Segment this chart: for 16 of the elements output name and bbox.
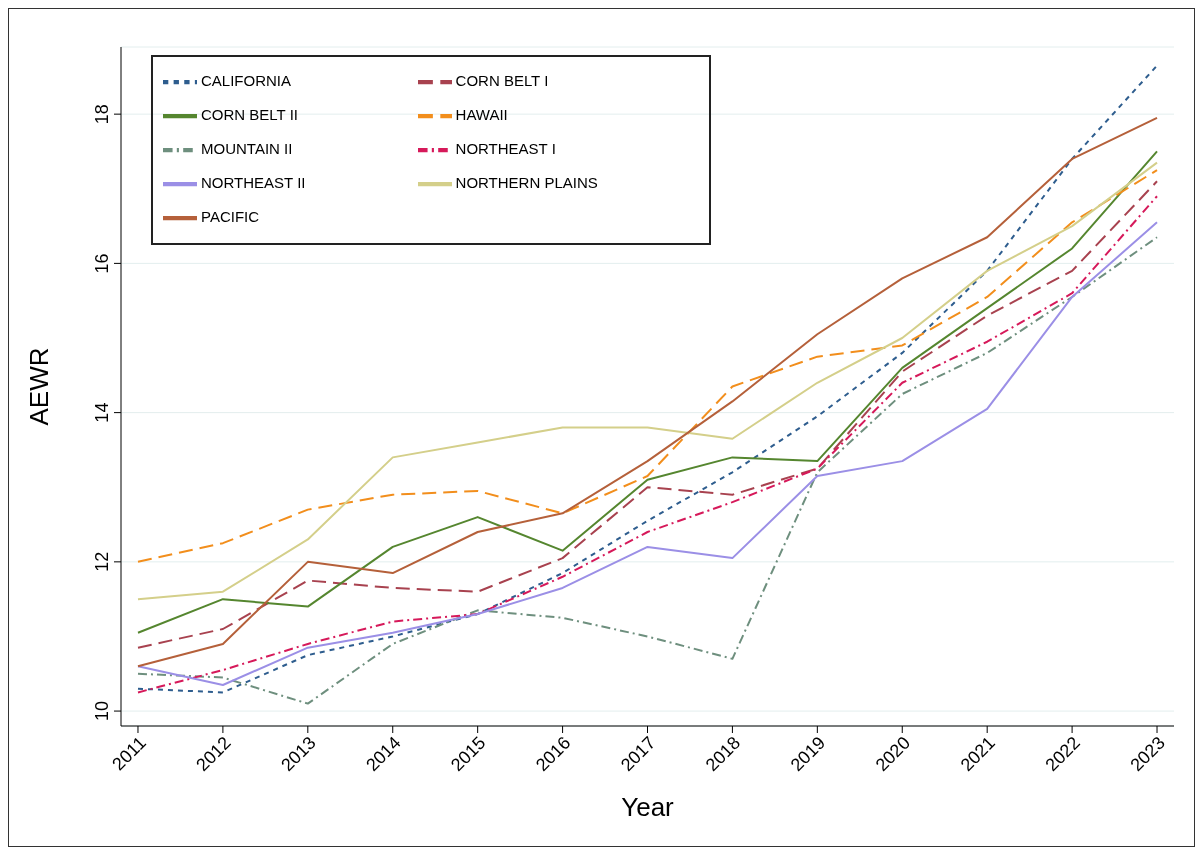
y-tick-label: 18 <box>92 104 112 125</box>
legend-label: NORTHEAST I <box>455 139 556 157</box>
y-tick-label: 14 <box>92 402 112 423</box>
legend-label: PACIFIC <box>201 207 260 225</box>
legend-label: NORTHEAST II <box>201 173 306 191</box>
x-axis-title: Year <box>621 792 675 822</box>
legend-label: MOUNTAIN II <box>201 139 293 157</box>
legend-label: CALIFORNIA <box>201 71 292 89</box>
y-tick-label: 16 <box>92 253 112 274</box>
y-tick-label: 12 <box>92 551 112 572</box>
legend-label: HAWAII <box>455 105 508 123</box>
legend-label: CORN BELT I <box>455 71 549 89</box>
y-tick-label: 10 <box>92 701 112 722</box>
legend-label: NORTHERN PLAINS <box>455 173 598 191</box>
y-axis-title: AEWR <box>24 347 55 426</box>
legend-label: CORN BELT II <box>201 105 298 123</box>
